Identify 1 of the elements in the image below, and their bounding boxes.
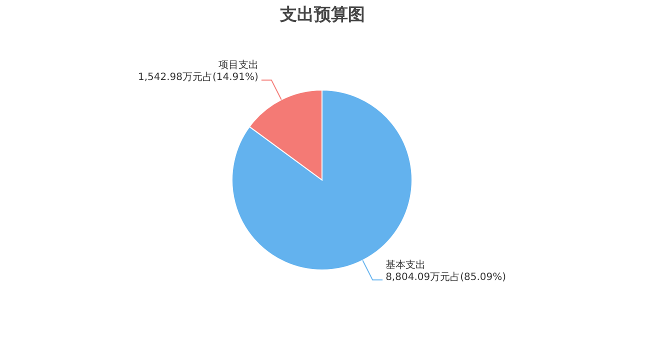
title: 支出预算图 (280, 5, 365, 25)
